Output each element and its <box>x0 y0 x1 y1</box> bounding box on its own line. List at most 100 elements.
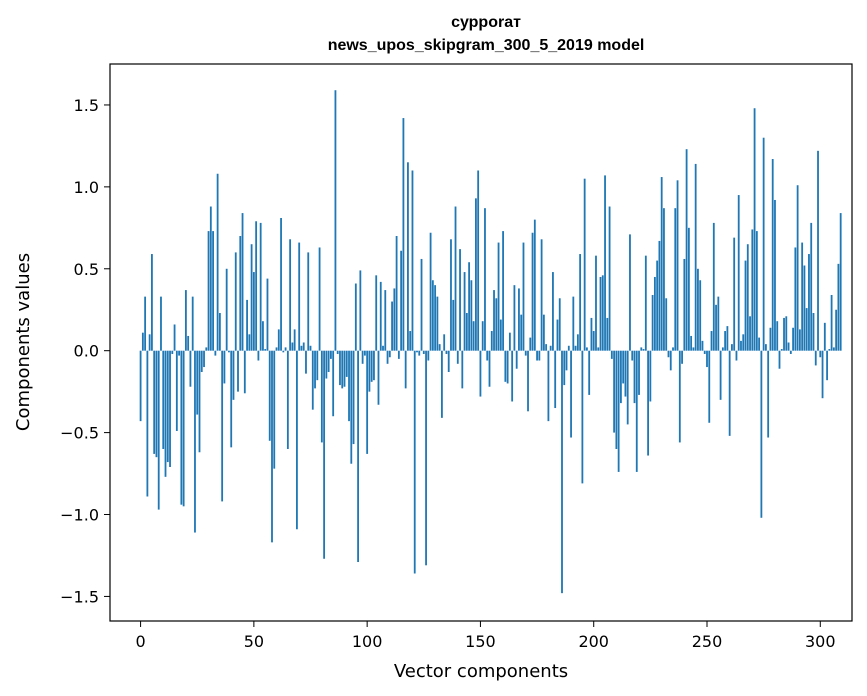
bar-123 <box>418 350 421 356</box>
bar-226 <box>651 294 654 351</box>
bar-144 <box>465 313 468 351</box>
bar-15 <box>173 324 176 351</box>
bar-61 <box>277 329 280 351</box>
bar-33 <box>214 350 217 356</box>
bar-288 <box>792 327 794 351</box>
bar-112 <box>393 288 396 351</box>
bar-43 <box>237 350 239 392</box>
bar-69 <box>296 350 298 530</box>
bar-223 <box>644 255 647 351</box>
bar-151 <box>481 321 484 351</box>
bar-268 <box>746 244 749 351</box>
bar-215 <box>626 350 629 425</box>
bar-258 <box>724 331 727 351</box>
x-tick-label: 250 <box>692 632 723 651</box>
bar-55 <box>264 349 267 351</box>
bar-229 <box>658 240 661 351</box>
bar-100 <box>366 350 369 454</box>
bar-170 <box>524 350 527 356</box>
chart-title-line1: сурроrат <box>451 14 521 31</box>
bar-159 <box>499 319 502 351</box>
bar-91 <box>345 350 348 377</box>
bar-307 <box>835 309 838 351</box>
bar-203 <box>599 276 602 351</box>
bar-260 <box>728 350 731 436</box>
bar-246 <box>697 268 699 351</box>
bar-121 <box>413 350 416 574</box>
bar-27 <box>200 350 203 372</box>
bar-24 <box>194 350 196 533</box>
y-tick-label: −0.5 <box>60 424 99 443</box>
bar-198 <box>588 350 591 395</box>
bar-129 <box>431 280 434 351</box>
bar-114 <box>397 350 400 359</box>
bar-17 <box>178 350 181 356</box>
bar-218 <box>633 350 636 404</box>
bar-9 <box>160 296 162 351</box>
bar-116 <box>402 118 405 351</box>
bar-53 <box>259 222 262 351</box>
bar-25 <box>196 350 199 415</box>
bar-167 <box>518 288 520 351</box>
bar-0 <box>139 350 142 422</box>
bar-233 <box>667 350 670 358</box>
bar-275 <box>762 137 765 351</box>
bar-224 <box>647 350 649 456</box>
bar-80 <box>320 350 323 443</box>
bar-109 <box>386 350 389 364</box>
bar-37 <box>223 350 226 384</box>
bar-165 <box>513 285 516 351</box>
bar-173 <box>531 232 534 351</box>
y-tick-label: 1.0 <box>74 178 99 197</box>
bar-142 <box>461 350 464 389</box>
bar-99 <box>363 350 366 356</box>
bar-72 <box>302 342 305 351</box>
bar-212 <box>620 350 622 404</box>
bar-304 <box>828 349 831 351</box>
bar-156 <box>493 290 495 351</box>
bar-169 <box>522 242 525 351</box>
bar-75 <box>309 345 312 351</box>
bar-52 <box>257 350 260 361</box>
bar-89 <box>341 350 344 389</box>
bar-298 <box>814 350 817 366</box>
bar-146 <box>470 280 473 351</box>
bar-63 <box>282 350 285 353</box>
bar-271 <box>753 108 756 351</box>
bar-190 <box>570 350 572 438</box>
bar-36 <box>221 350 224 502</box>
bar-219 <box>635 350 638 472</box>
y-tick-label: 0.5 <box>74 260 99 279</box>
bar-153 <box>486 350 489 361</box>
bar-108 <box>384 290 387 351</box>
bar-249 <box>703 350 706 354</box>
bar-163 <box>508 332 511 351</box>
bar-68 <box>293 329 296 351</box>
bar-101 <box>368 350 371 392</box>
x-axis-label: Vector components <box>394 661 568 682</box>
bar-54 <box>262 321 264 351</box>
bar-78 <box>316 350 319 381</box>
bar-122 <box>416 350 418 353</box>
bar-47 <box>246 299 248 351</box>
bar-21 <box>187 335 190 351</box>
bar-86 <box>334 90 337 351</box>
bar-160 <box>502 231 504 351</box>
bar-168 <box>520 314 523 351</box>
bar-65 <box>286 350 289 449</box>
bar-10 <box>162 350 165 449</box>
bar-44 <box>239 236 242 351</box>
bar-247 <box>699 280 702 351</box>
bar-213 <box>622 350 625 384</box>
bar-97 <box>359 270 362 351</box>
x-tick-label: 0 <box>135 632 145 651</box>
bar-300 <box>819 350 822 358</box>
bar-14 <box>171 350 174 354</box>
bar-76 <box>311 350 314 410</box>
bar-309 <box>839 213 842 351</box>
bar-71 <box>300 345 303 351</box>
bar-299 <box>817 150 819 351</box>
bar-157 <box>495 298 498 351</box>
bar-287 <box>789 350 792 354</box>
